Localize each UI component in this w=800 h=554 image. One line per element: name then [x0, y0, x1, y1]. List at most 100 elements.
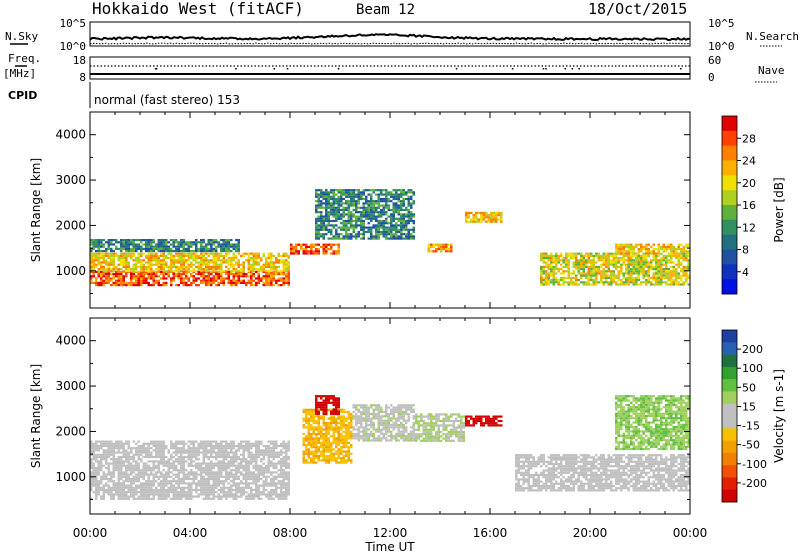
scatter-cell	[180, 447, 183, 450]
scatter-cell	[182, 241, 185, 244]
scatter-cell	[220, 261, 223, 264]
scatter-cell	[185, 449, 188, 452]
scatter-cell	[370, 219, 373, 223]
scatter-cell	[287, 477, 290, 481]
scatter-cell	[157, 245, 160, 248]
scatter-cell	[190, 491, 193, 494]
scatter-cell	[95, 480, 98, 483]
scatter-cell	[157, 268, 160, 271]
scatter-cell	[347, 191, 350, 194]
scatter-cell	[137, 277, 140, 280]
scatter-cell	[682, 252, 685, 255]
scatter-cell	[202, 460, 205, 463]
scatter-cell	[157, 482, 160, 485]
scatter-cell	[92, 270, 95, 273]
scatter-cell	[120, 263, 123, 266]
scatter-cell	[380, 191, 383, 194]
scatter-cell	[272, 493, 275, 496]
scatter-cell	[145, 464, 148, 467]
scatter-cell	[147, 281, 150, 284]
scatter-cell	[162, 265, 165, 268]
scatter-cell	[355, 202, 358, 205]
scatter-cell	[252, 482, 255, 485]
scatter-cell	[267, 491, 270, 494]
scatter-cell	[400, 200, 403, 203]
scatter-cell	[567, 268, 570, 271]
scatter-cell	[645, 283, 648, 286]
scatter-cell	[170, 247, 173, 250]
scatter-cell	[222, 453, 225, 456]
scatter-cell	[595, 281, 598, 284]
scatter-cell	[282, 491, 285, 494]
scatter-cell	[230, 493, 233, 496]
scatter-cell	[560, 283, 563, 286]
scatter-cell	[615, 259, 618, 262]
scatter-cell	[92, 444, 95, 448]
scatter-cell	[317, 197, 320, 201]
scatter-cell	[345, 230, 348, 234]
scatter-cell	[150, 284, 153, 287]
scatter-cell	[670, 248, 673, 251]
scatter-cell	[372, 235, 375, 238]
scatter-cell	[130, 241, 133, 244]
scatter-cell	[487, 220, 490, 223]
scatter-cell	[230, 442, 233, 445]
scatter-cell	[285, 451, 288, 454]
scatter-cell	[672, 281, 675, 284]
scatter-cell	[225, 449, 228, 452]
scatter-cell	[210, 488, 213, 492]
scatter-cell	[125, 268, 128, 271]
scatter-cell	[342, 197, 345, 201]
scatter-cell	[180, 243, 183, 246]
scatter-cell	[127, 442, 130, 445]
scatter-cell	[342, 224, 345, 227]
scatter-cell	[275, 440, 278, 443]
scatter-cell	[102, 245, 105, 248]
scatter-cell	[562, 270, 565, 273]
scatter-cell	[660, 257, 663, 260]
scatter-cell	[192, 460, 195, 463]
scatter-cell	[127, 268, 130, 271]
scatter-cell	[242, 493, 245, 496]
scatter-cell	[140, 261, 143, 264]
scatter-cell	[187, 277, 190, 280]
scatter-cell	[160, 455, 163, 459]
scatter-cell	[315, 452, 318, 455]
scatter-cell	[157, 493, 160, 496]
scatter-cell	[200, 480, 203, 483]
scatter-cell	[660, 276, 663, 279]
scatter-cell	[675, 248, 678, 251]
scatter-cell	[317, 219, 320, 223]
scatter-cell	[272, 284, 275, 287]
scatter-cell	[192, 449, 195, 452]
scatter-cell	[110, 257, 113, 260]
scatter-cell	[682, 259, 685, 262]
scatter-cell	[120, 464, 123, 467]
scatter-cell	[317, 204, 320, 207]
scatter-cell	[312, 426, 315, 429]
scatter-cell	[180, 471, 183, 474]
scatter-cell	[322, 215, 325, 218]
scatter-cell	[230, 273, 233, 276]
scatter-cell	[147, 254, 150, 257]
scatter-cell	[190, 447, 193, 450]
scatter-cell	[137, 466, 140, 470]
scatter-cell	[672, 245, 675, 248]
scatter-cell	[170, 279, 173, 282]
scatter-cell	[687, 254, 690, 257]
scatter-cell	[180, 250, 183, 253]
scatter-cell	[335, 217, 338, 220]
scatter-cell	[177, 440, 180, 443]
scatter-cell	[330, 206, 333, 209]
scatter-cell	[410, 213, 413, 216]
scatter-cell	[162, 257, 165, 260]
scatter-cell	[237, 482, 240, 485]
scatter-cell	[257, 252, 260, 255]
scatter-cell	[632, 268, 635, 271]
scatter-cell	[260, 491, 263, 494]
scatter-cell	[610, 261, 613, 264]
scatter-cell	[157, 250, 160, 253]
scatter-cell	[540, 265, 543, 268]
scatter-cell	[592, 254, 595, 257]
scatter-cell	[97, 275, 100, 278]
